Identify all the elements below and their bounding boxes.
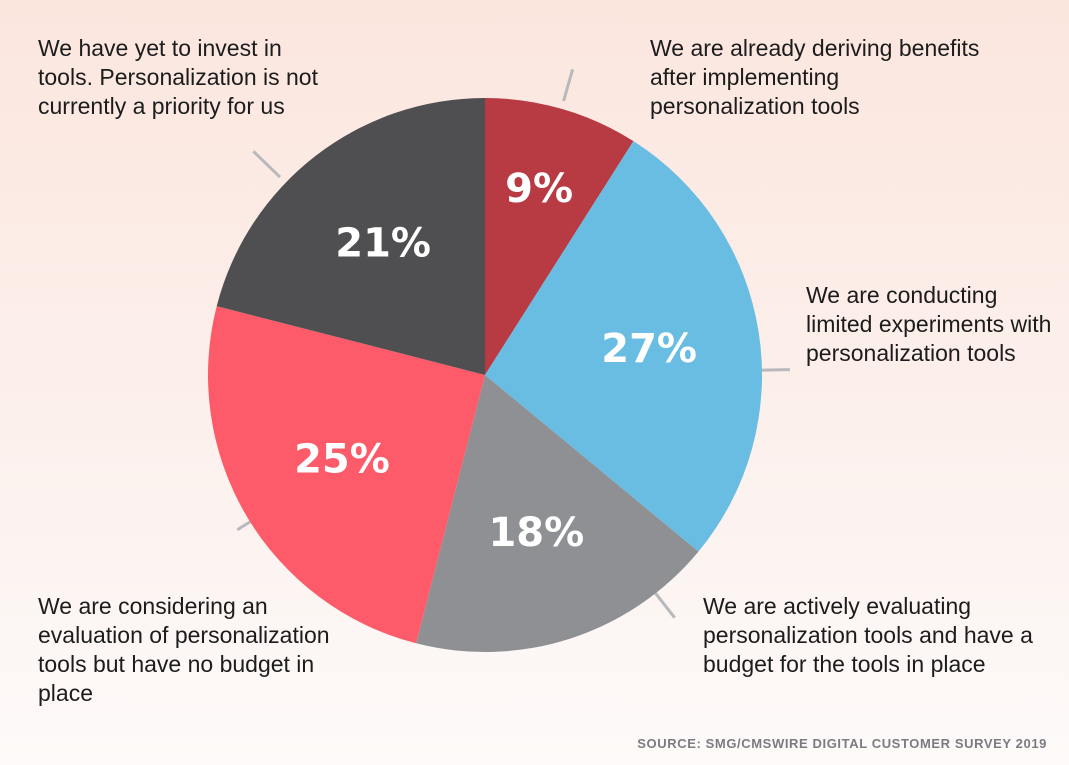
pie-slice-3 [416,375,699,653]
category-label-3: We are conducting limited experiments wi… [806,282,1052,366]
pie-slice-2 [485,141,763,552]
pie-slice-1 [485,98,634,375]
category-label-4: We are actively evaluating personalizati… [703,593,1033,677]
category-label-2: We are already deriving benefits after i… [650,35,980,119]
pie-slice-5 [216,98,486,375]
pie-slice-4 [208,306,485,644]
category-label-5: We are considering an evaluation of pers… [38,593,330,706]
leader-line-5 [252,150,282,179]
value-label-1: 9% [505,166,573,212]
value-label-5: 21% [335,221,431,267]
value-label-4: 25% [294,437,390,483]
value-label-2: 27% [601,326,697,372]
source-note: SOURCE: SMG/CMSWIRE DIGITAL CUSTOMER SUR… [637,736,1047,751]
category-label-1: We have yet to invest in tools. Personal… [38,35,318,119]
leader-line-1 [562,68,575,102]
value-label-3: 18% [488,510,584,556]
